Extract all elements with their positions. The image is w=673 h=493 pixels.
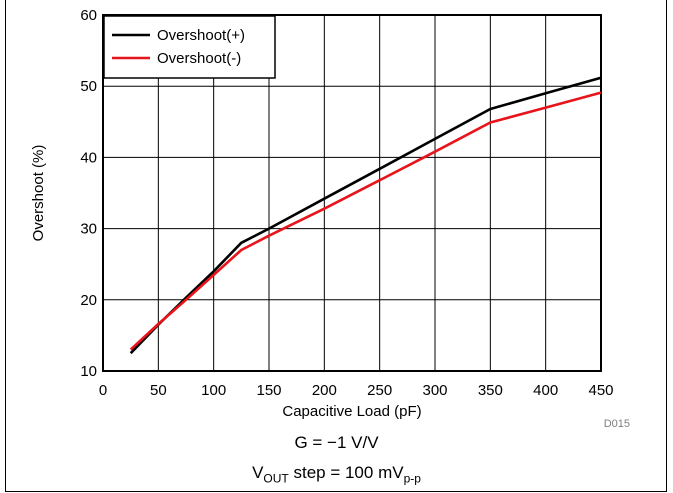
x-tick-label: 250 [367,382,392,399]
x-tick-labels: 0 50 100 150 200 250 300 350 400 450 [99,382,614,399]
x-tick-label: 300 [422,382,447,399]
caption-gain: G = −1 V/V [294,433,379,452]
y-tick-label: 20 [80,292,97,309]
caption-step-sub-out: OUT [263,471,289,486]
overshoot-chart: 0 50 100 150 200 250 300 350 400 450 10 20 30 40 50 60… [30,7,630,430]
caption-step-mid: step = 100 mV [288,463,404,482]
legend-label-overshoot-minus: Overshoot(-) [157,50,241,67]
x-tick-label: 150 [256,382,281,399]
y-tick-label: 50 [80,78,97,95]
x-tick-label: 50 [150,382,167,399]
x-tick-label: 100 [201,382,226,399]
y-tick-label: 10 [80,363,97,380]
figure-frame [5,0,667,492]
series-line-overshoot-plus [129,76,602,355]
series-lines [129,76,602,355]
x-tick-label: 200 [312,382,337,399]
x-axis-label: Capacitive Load (pF) [282,403,421,420]
legend-box [103,15,276,79]
series-line-overshoot-minus [129,91,602,351]
y-tick-label: 40 [80,149,97,166]
x-tick-label: 0 [99,382,107,399]
caption-step-sub-pp: p-p [403,471,421,486]
y-tick-label: 60 [80,7,97,24]
y-tick-labels: 10 20 30 40 50 60 [80,7,97,380]
y-tick-label: 30 [80,221,97,238]
x-tick-label: 450 [588,382,613,399]
figure-id: D015 [604,418,630,430]
x-tick-label: 400 [533,382,558,399]
x-tick-label: 350 [478,382,503,399]
plot-border [102,14,602,372]
legend-label-overshoot-plus: Overshoot(+) [157,27,245,44]
caption-step-prefix: V [252,463,264,482]
legend: Overshoot(+) Overshoot(-) [103,15,276,79]
y-axis-label: Overshoot (%) [30,145,47,242]
caption-step: VOUT step = 100 mVp-p [0,463,673,485]
